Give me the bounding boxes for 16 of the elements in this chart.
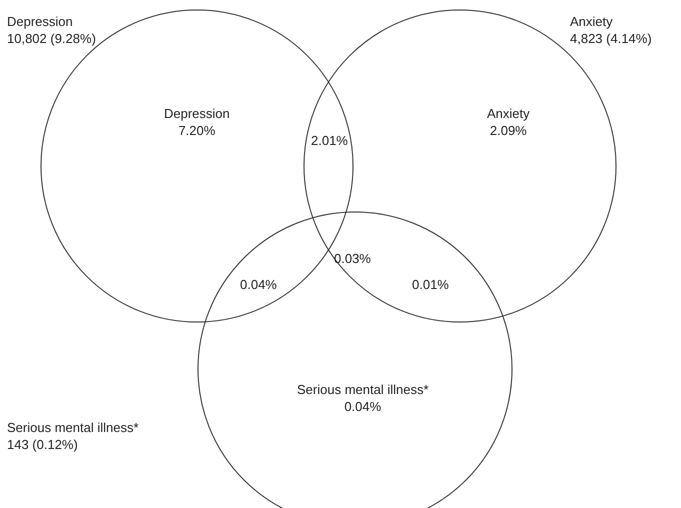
category-label: Serious mental illness* xyxy=(297,382,429,397)
data-label: 143 (0.12%) xyxy=(7,436,78,452)
text: 2.09% xyxy=(490,122,528,138)
text: 7.20% xyxy=(178,122,216,138)
category-label: Serious mental illness* xyxy=(7,420,139,435)
text: 0.04% xyxy=(240,277,278,292)
text: 0.01% xyxy=(412,277,450,292)
category-label: Depression xyxy=(164,106,230,121)
text: 0.04% xyxy=(344,398,382,414)
category-label: Anxiety xyxy=(570,14,613,29)
data-label: 4,823 (4.14%) xyxy=(570,30,652,46)
text: 2.01% xyxy=(311,133,348,148)
text: 0.03% xyxy=(334,251,372,266)
data-label: 10,802 (9.28%) xyxy=(7,30,96,46)
category-label: Anxiety xyxy=(487,106,530,121)
category-label: Depression xyxy=(7,14,73,29)
